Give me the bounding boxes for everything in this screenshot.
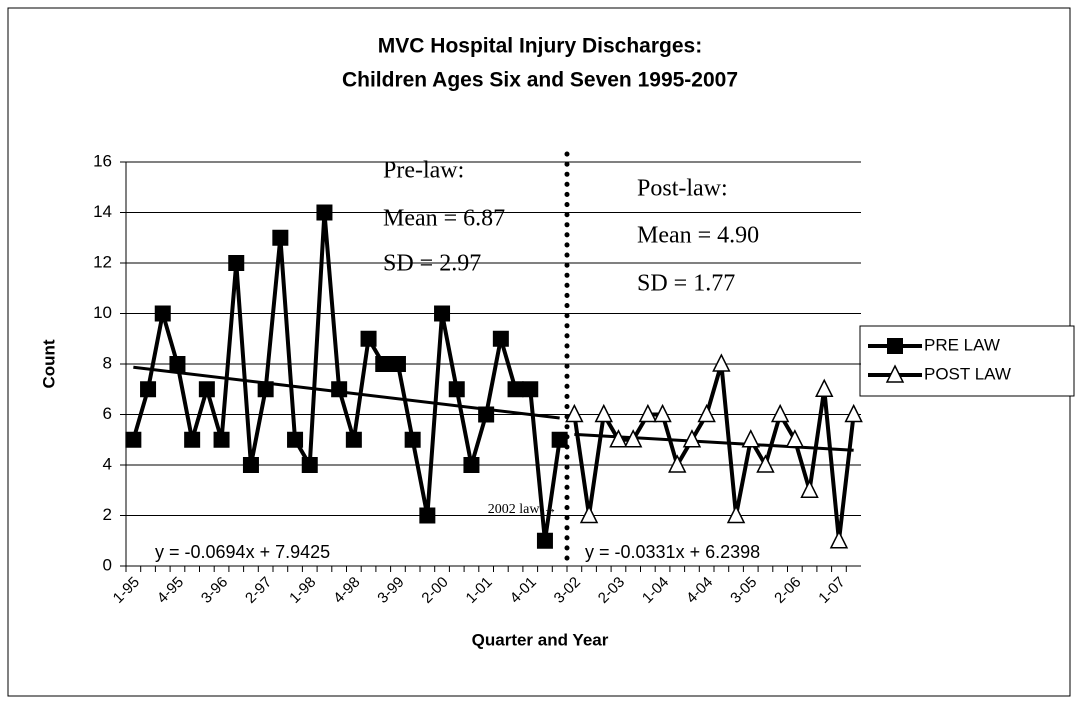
annotation: Mean = 4.90: [637, 223, 759, 249]
marker: [800, 479, 819, 498]
marker: [507, 381, 524, 398]
marker: [815, 378, 834, 397]
marker: [492, 330, 509, 347]
marker: [712, 353, 731, 372]
annotation: Post-law:: [637, 176, 728, 202]
trend-equation: y = -0.0331x + 6.2398: [585, 542, 760, 562]
marker: [682, 429, 702, 448]
y-tick-label: 0: [103, 555, 112, 574]
marker: [272, 229, 289, 246]
y-tick-label: 8: [103, 353, 112, 372]
marker: [287, 431, 304, 448]
y-tick-label: 10: [93, 303, 112, 322]
marker: [536, 532, 553, 549]
y-tick-label: 2: [103, 505, 112, 524]
marker: [198, 381, 215, 398]
marker: [594, 403, 613, 423]
marker: [653, 403, 672, 423]
annotation: Pre-law:: [383, 158, 464, 184]
y-tick-label: 6: [103, 404, 112, 423]
annotation: SD = 1.77: [637, 271, 735, 297]
marker: [404, 431, 421, 448]
marker: [125, 431, 142, 448]
trend-equation: y = -0.0694x + 7.9425: [155, 542, 330, 562]
marker: [756, 454, 775, 473]
marker: [579, 504, 599, 524]
marker: [184, 431, 201, 448]
marker: [638, 403, 658, 423]
marker: [463, 457, 480, 473]
marker: [726, 504, 746, 524]
marker: [551, 431, 568, 448]
marker: [140, 381, 157, 398]
marker: [741, 429, 760, 448]
marker: [389, 356, 406, 372]
marker: [887, 338, 903, 354]
marker: [609, 429, 628, 448]
marker: [565, 403, 584, 423]
marker: [885, 364, 905, 383]
series-line: [131, 210, 562, 543]
marker: [697, 403, 716, 423]
marker: [668, 454, 687, 473]
annotation: Mean = 6.87: [383, 206, 505, 232]
marker: [242, 457, 259, 473]
marker: [522, 381, 539, 398]
y-tick-label: 16: [93, 151, 112, 170]
legend-box: [859, 325, 1075, 397]
y-tick-label: 4: [103, 454, 112, 473]
legend-label: POST LAW: [924, 364, 1011, 383]
marker: [154, 305, 171, 322]
marker: [623, 429, 643, 448]
marker: [419, 507, 436, 524]
annotation: 2002 law →: [488, 502, 557, 517]
marker: [169, 356, 186, 372]
marker: [785, 429, 805, 448]
marker: [257, 381, 274, 398]
y-axis-label: Count: [39, 339, 58, 388]
marker: [434, 305, 451, 322]
y-tick-label: 14: [93, 202, 112, 221]
legend-label: PRE LAW: [924, 335, 1000, 354]
marker: [375, 356, 392, 372]
marker: [770, 403, 790, 423]
marker: [316, 204, 333, 221]
chart-title: Children Ages Six and Seven 1995-2007: [342, 69, 738, 92]
marker: [213, 431, 230, 448]
chart-title: MVC Hospital Injury Discharges:: [378, 35, 702, 58]
annotation: SD = 2.97: [383, 251, 481, 277]
marker: [345, 431, 362, 448]
marker: [360, 330, 377, 347]
x-axis-label: Quarter and Year: [472, 630, 609, 649]
marker: [448, 381, 465, 398]
marker: [844, 403, 863, 423]
marker: [331, 381, 348, 398]
y-tick-label: 12: [93, 252, 112, 271]
marker: [301, 457, 318, 473]
marker: [829, 530, 849, 549]
marker: [478, 406, 495, 423]
marker: [228, 255, 245, 271]
